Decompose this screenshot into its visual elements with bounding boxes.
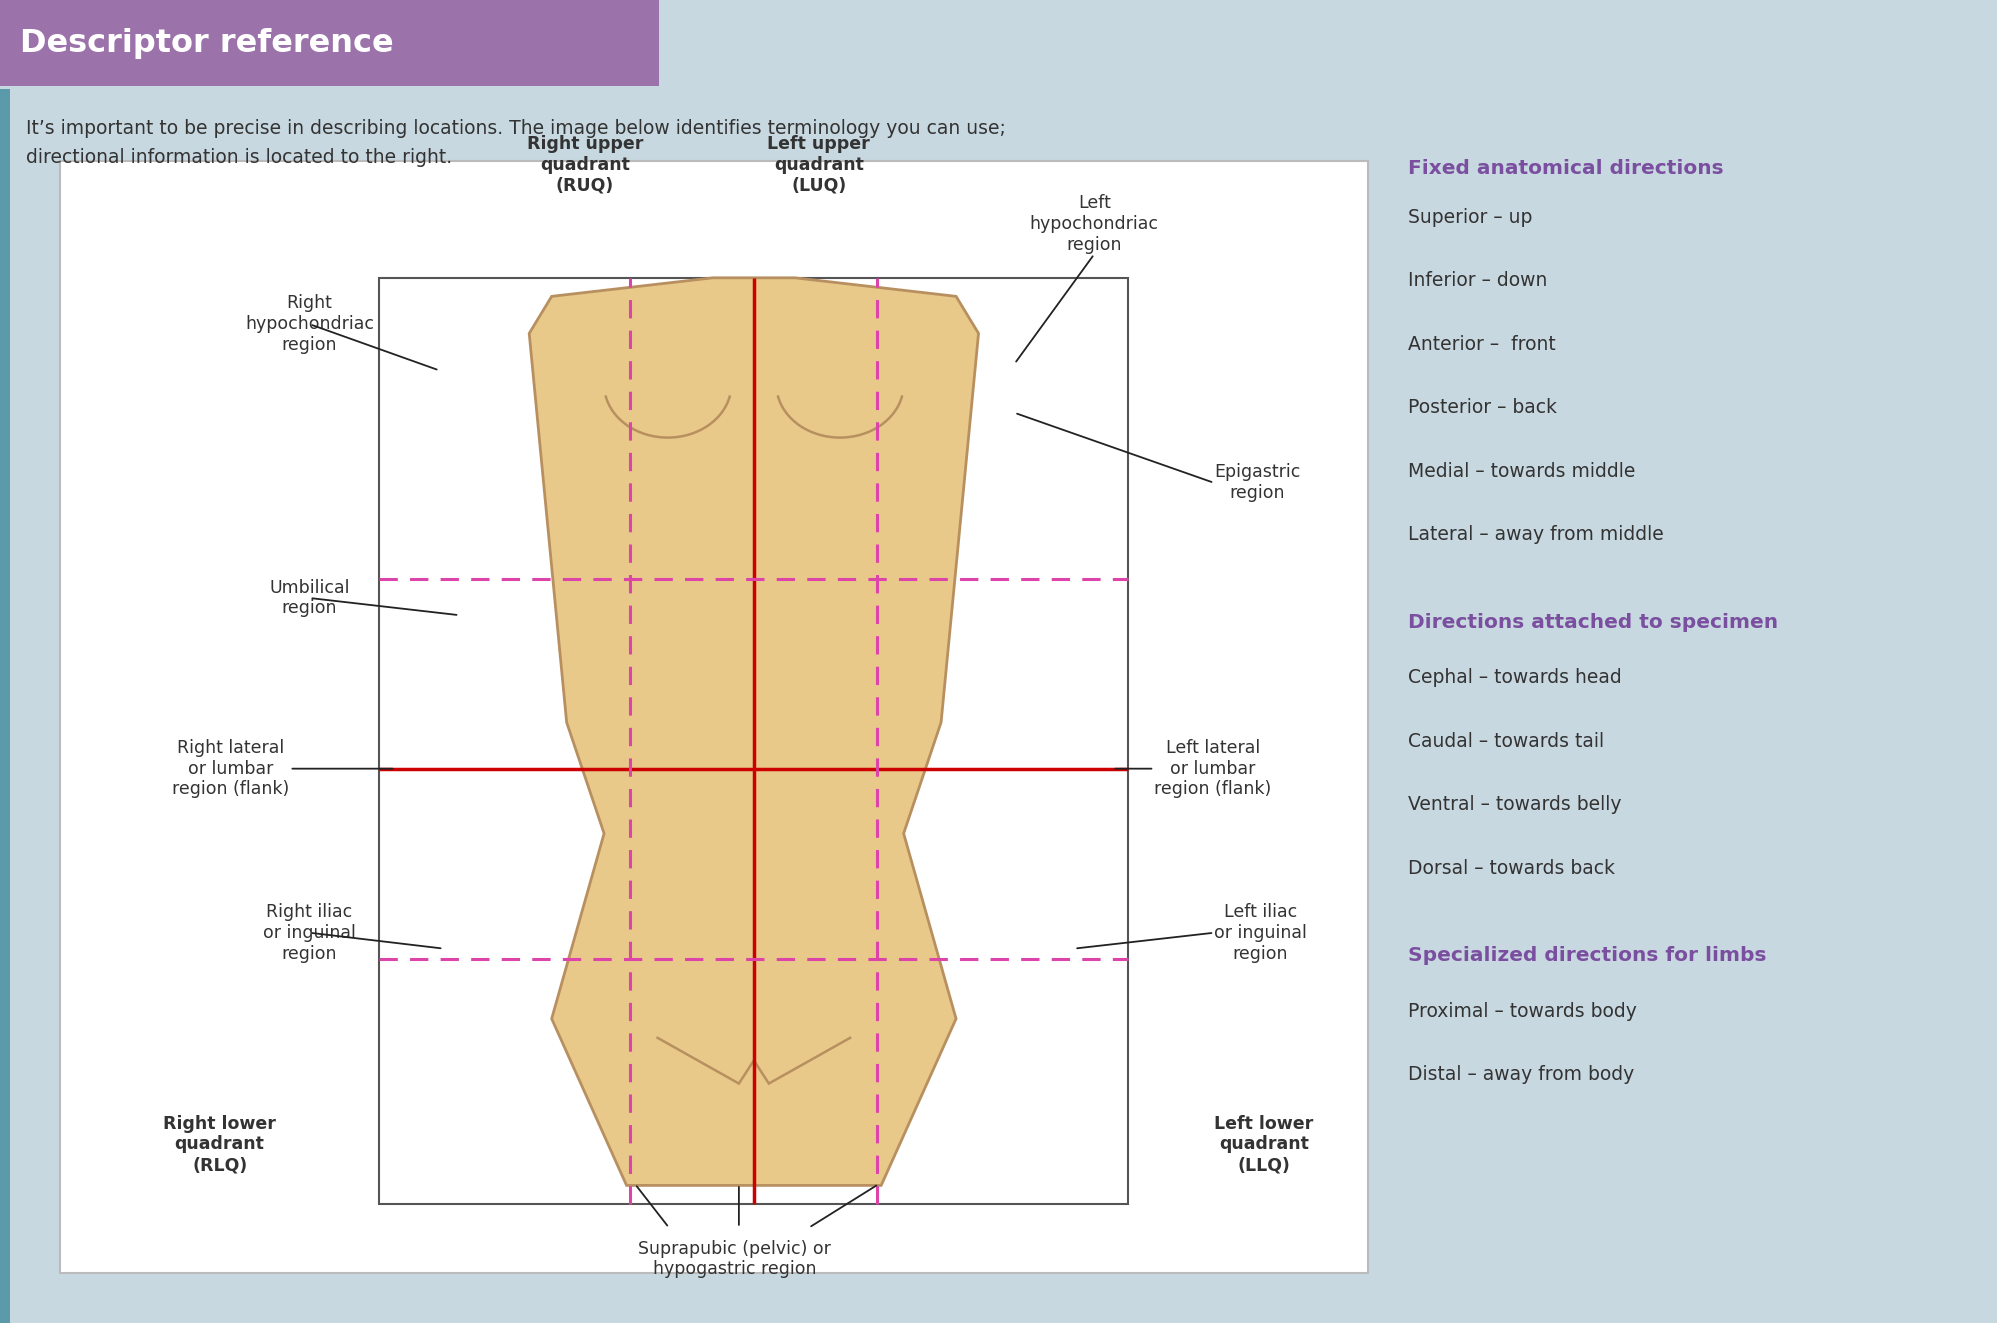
Text: It’s important to be precise in describing locations. The image below identifies: It’s important to be precise in describi…	[26, 119, 1006, 167]
Text: Anterior –  front: Anterior – front	[1408, 335, 1556, 353]
Text: Inferior – down: Inferior – down	[1408, 271, 1548, 290]
FancyBboxPatch shape	[60, 161, 1368, 1273]
Text: Left upper
quadrant
(LUQ): Left upper quadrant (LUQ)	[767, 135, 871, 194]
Text: Directions attached to specimen: Directions attached to specimen	[1408, 613, 1777, 631]
Text: Right upper
quadrant
(RUQ): Right upper quadrant (RUQ)	[527, 135, 643, 194]
Text: Caudal – towards tail: Caudal – towards tail	[1408, 732, 1604, 750]
Text: Dorsal – towards back: Dorsal – towards back	[1408, 859, 1616, 877]
Text: Right lateral
or lumbar
region (flank): Right lateral or lumbar region (flank)	[172, 738, 290, 799]
Text: Epigastric
region: Epigastric region	[1214, 463, 1300, 503]
Text: Ventral – towards belly: Ventral – towards belly	[1408, 795, 1622, 814]
FancyBboxPatch shape	[0, 0, 659, 86]
Text: Descriptor reference: Descriptor reference	[20, 28, 393, 60]
Text: Left iliac
or inguinal
region: Left iliac or inguinal region	[1214, 902, 1308, 963]
Text: Posterior – back: Posterior – back	[1408, 398, 1558, 417]
Text: Right lower
quadrant
(RLQ): Right lower quadrant (RLQ)	[164, 1114, 276, 1175]
Text: Distal – away from body: Distal – away from body	[1408, 1065, 1634, 1084]
Text: Proximal – towards body: Proximal – towards body	[1408, 1002, 1638, 1020]
FancyBboxPatch shape	[379, 278, 1128, 1204]
Text: Medial – towards middle: Medial – towards middle	[1408, 462, 1636, 480]
Text: Specialized directions for limbs: Specialized directions for limbs	[1408, 946, 1767, 964]
Text: Cephal – towards head: Cephal – towards head	[1408, 668, 1622, 687]
Text: Suprapubic (pelvic) or
hypogastric region: Suprapubic (pelvic) or hypogastric regio…	[639, 1240, 831, 1278]
Text: Left
hypochondriac
region: Left hypochondriac region	[1030, 194, 1158, 254]
Text: Left lower
quadrant
(LLQ): Left lower quadrant (LLQ)	[1214, 1114, 1314, 1175]
Text: Lateral – away from middle: Lateral – away from middle	[1408, 525, 1664, 544]
Text: Right
hypochondriac
region: Right hypochondriac region	[246, 294, 373, 355]
Text: Left lateral
or lumbar
region (flank): Left lateral or lumbar region (flank)	[1154, 738, 1272, 799]
FancyBboxPatch shape	[0, 89, 10, 1323]
Polygon shape	[529, 278, 979, 1185]
Text: Fixed anatomical directions: Fixed anatomical directions	[1408, 159, 1723, 177]
Text: Umbilical
region: Umbilical region	[270, 578, 349, 618]
Text: Superior – up: Superior – up	[1408, 208, 1532, 226]
Text: Right iliac
or inguinal
region: Right iliac or inguinal region	[264, 902, 355, 963]
